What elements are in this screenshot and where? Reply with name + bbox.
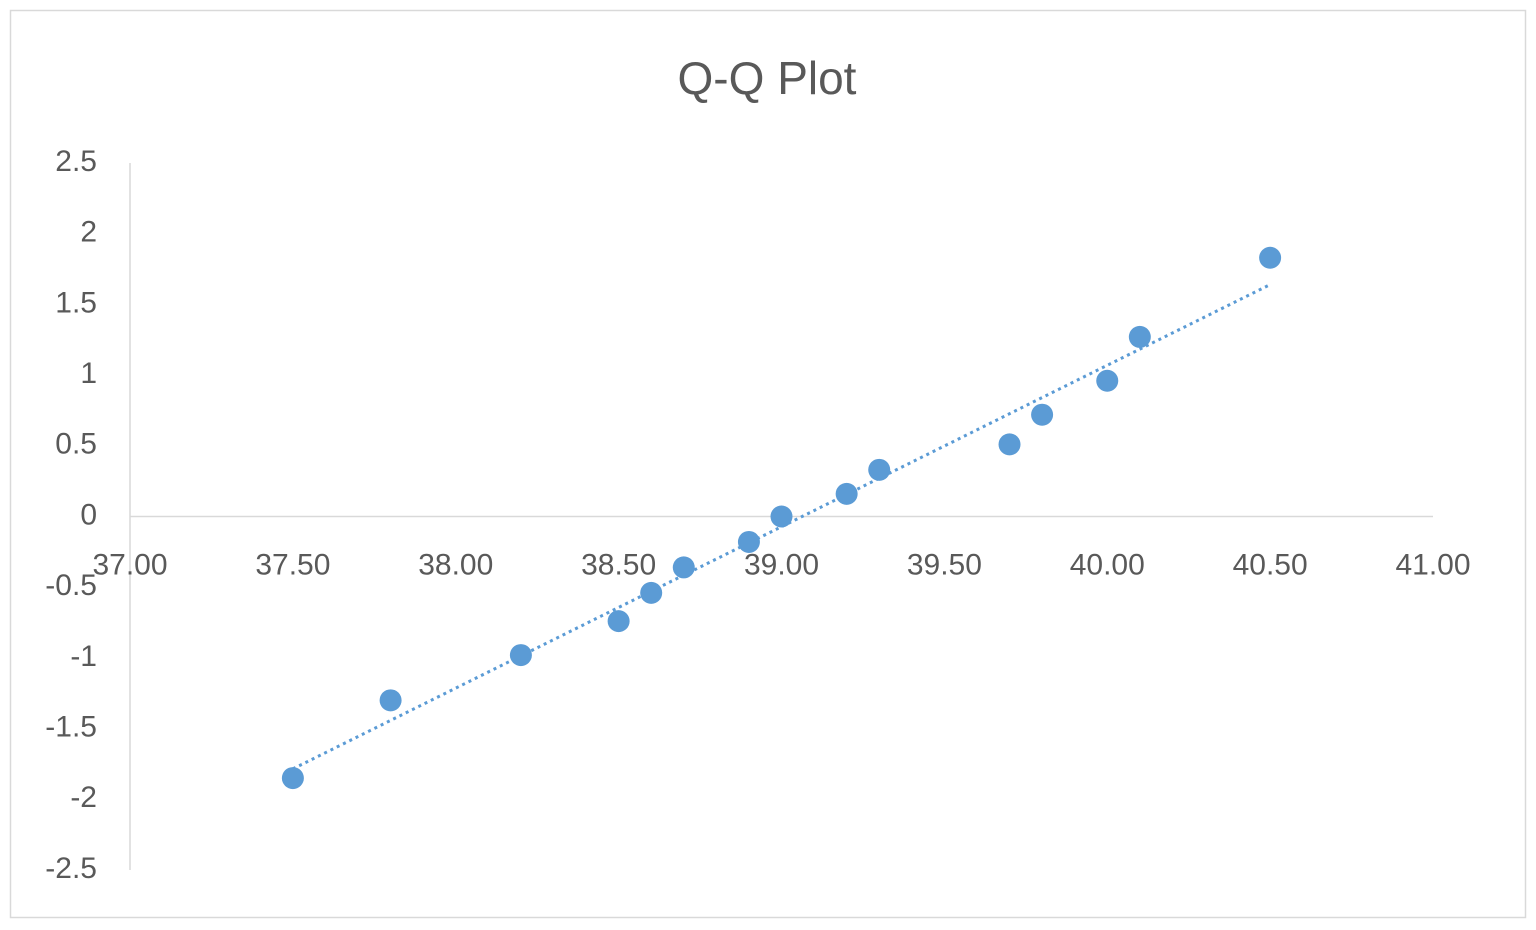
point [737,530,760,553]
y-tick-label: 0 [80,498,97,531]
x-tick-label: 40.50 [1233,548,1308,581]
x-tick-label: 39.50 [907,548,982,581]
x-tick-label: 39.00 [744,548,819,581]
y-tick-label: -2.5 [45,852,97,885]
point [1031,403,1054,426]
y-tick-label: 1.5 [55,286,97,319]
x-tick-label: 38.00 [418,548,493,581]
point [998,433,1021,456]
point [868,458,891,481]
point [672,556,695,579]
x-tick-label: 38.50 [581,548,656,581]
x-tick-label: 37.50 [255,548,330,581]
point [770,505,793,528]
y-tick-label: 2.5 [55,145,97,178]
y-tick-label: -1 [70,640,97,673]
y-tick-label: 0.5 [55,428,97,461]
x-tick-label: 37.00 [92,548,167,581]
chart-border [9,9,1527,919]
y-tick-label: -2 [70,781,97,814]
point [607,610,630,633]
y-tick-label: 1 [80,357,97,390]
x-tick-label: 41.00 [1395,548,1470,581]
point [281,767,304,790]
chart-title: Q-Q Plot [678,52,857,104]
x-tick-label: 40.00 [1070,548,1145,581]
y-tick-label: -1.5 [45,711,97,744]
point [640,581,663,604]
y-tick-label: 2 [80,216,97,249]
point [509,644,532,667]
y-tick-label: -0.5 [45,569,97,602]
point [1128,325,1151,348]
point [1259,246,1282,269]
point [1096,369,1119,392]
point [379,689,402,712]
point [835,482,858,505]
